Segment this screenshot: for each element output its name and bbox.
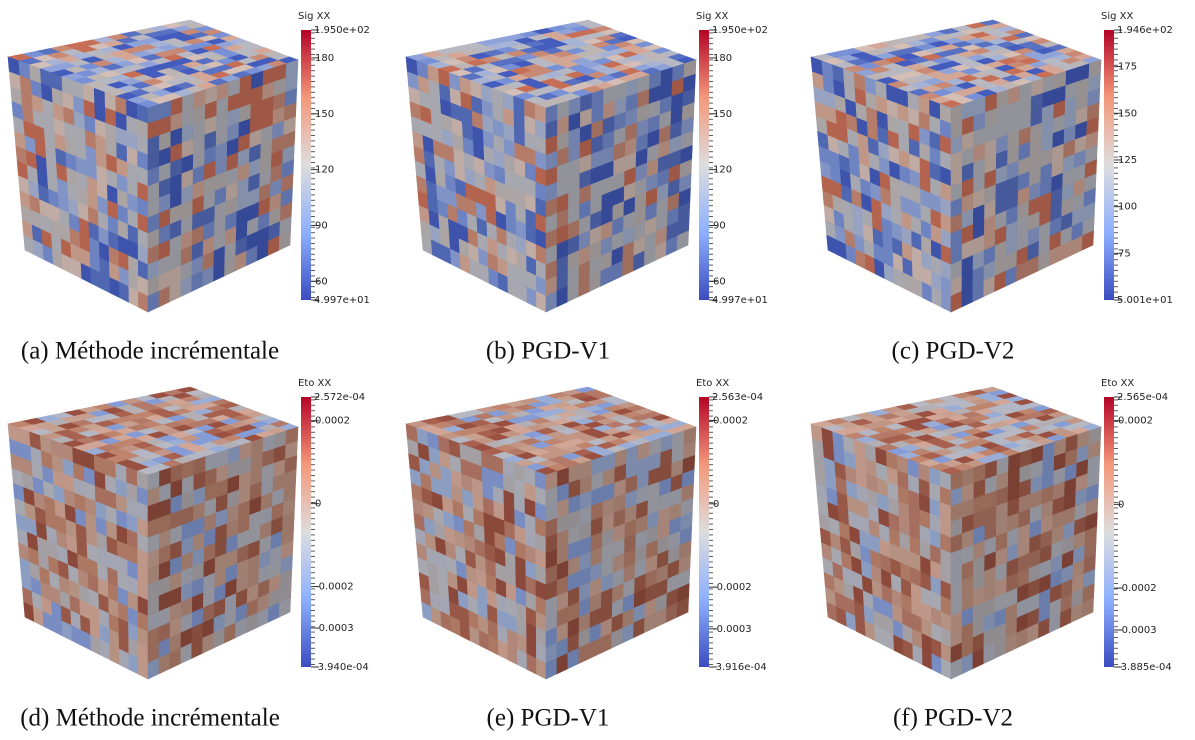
colorbar-tick-label: 90 — [315, 220, 328, 231]
colorbar-max-label: 2.563e-04 — [712, 392, 763, 403]
colorbar-tick-label: -0.0002 — [315, 582, 354, 593]
colorbar-minor-ticks — [1114, 30, 1119, 300]
colorbar-max-label: 1.950e+02 — [314, 25, 370, 36]
caption: (b) PGD-V1 — [486, 338, 610, 365]
cube-cell — [1081, 597, 1094, 618]
colorbar-minor-ticks — [1114, 397, 1119, 667]
colorbar-minor-ticks — [709, 30, 714, 300]
colorbar-tick-label: 60 — [315, 276, 328, 287]
colorbar-tick-label: -0.0002 — [713, 582, 752, 593]
colorbar-title: Sig XX — [298, 11, 331, 22]
colorbar-tick-label: 90 — [713, 220, 726, 231]
cube-cell — [1081, 230, 1094, 251]
cube — [404, 386, 697, 680]
colorbar-title: Eto XX — [696, 378, 729, 389]
cube — [404, 19, 697, 313]
cube — [809, 19, 1102, 313]
colorbar-minor-ticks — [311, 30, 316, 300]
colorbar-tick-label: -0.0003 — [315, 623, 354, 634]
colorbar-title: Sig XX — [696, 11, 729, 22]
colorbar: Eto XX 2.565e-04 -3.885e-04 0.0002 0 -0.0002 -… — [1101, 378, 1172, 673]
caption: (d) Méthode incrémentale — [20, 705, 280, 732]
colorbar-gradient — [301, 30, 311, 300]
colorbar-tick-label: 175 — [1118, 62, 1137, 73]
panel: Eto XX 2.572e-04 -3.940e-04 0.0002 0 -0.0002 -… — [6, 378, 369, 732]
colorbar-minor-ticks — [709, 397, 714, 667]
colorbar-title: Sig XX — [1101, 11, 1134, 22]
colorbar-tick-label: 150 — [1118, 108, 1137, 119]
colorbar-tick-label: -0.0003 — [1118, 625, 1157, 636]
colorbar-tick-label: 0.0002 — [713, 415, 748, 426]
colorbar: Eto XX 2.572e-04 -3.940e-04 0.0002 0 -0.0002 -… — [298, 378, 369, 673]
cube-cell — [676, 230, 689, 251]
cube — [6, 19, 299, 313]
panel: Sig XX 1.946e+02 5.001e+01 175 150 125 100 75 (c… — [809, 11, 1173, 365]
colorbar-min-label: -3.940e-04 — [314, 662, 369, 673]
colorbar-gradient — [1104, 397, 1114, 667]
colorbar-minor-ticks — [311, 397, 316, 667]
caption: (a) Méthode incrémentale — [21, 338, 279, 365]
colorbar-title: Eto XX — [298, 378, 331, 389]
cube — [809, 386, 1102, 680]
panel: Sig XX 1.950e+02 4.997e+01 180 150 120 90 60 (b)… — [404, 11, 768, 365]
colorbar-tick-label: 150 — [713, 109, 732, 120]
colorbar-tick-label: 125 — [1118, 155, 1137, 166]
cube — [6, 386, 299, 680]
colorbar-max-label: 1.950e+02 — [712, 25, 768, 36]
colorbar-tick-label: -0.0003 — [713, 624, 752, 635]
colorbar-tick-label: 180 — [315, 53, 334, 64]
panel: Eto XX 2.563e-04 -3.916e-04 0.0002 0 -0.0002 -… — [404, 378, 767, 732]
colorbar: Sig XX 1.950e+02 4.997e+01 180 150 120 90 60 — [696, 11, 768, 306]
colorbar-tick-label: 150 — [315, 109, 334, 120]
colorbar-min-label: -3.916e-04 — [712, 662, 767, 673]
colorbar-title: Eto XX — [1101, 378, 1134, 389]
colorbar-tick-label: 75 — [1118, 248, 1131, 259]
colorbar-tick-label: 60 — [713, 276, 726, 287]
colorbar-min-label: 5.001e+01 — [1117, 295, 1173, 306]
colorbar-gradient — [301, 397, 311, 667]
colorbar-tick-label: 180 — [713, 53, 732, 64]
colorbar-tick-label: -0.0002 — [1118, 583, 1157, 594]
colorbar-tick-label: 120 — [713, 165, 732, 176]
caption: (e) PGD-V1 — [487, 705, 610, 732]
colorbar-tick-label: 0.0002 — [315, 416, 350, 427]
caption: (c) PGD-V2 — [892, 338, 1015, 365]
colorbar-min-label: 4.997e+01 — [314, 295, 370, 306]
colorbar: Sig XX 1.950e+02 4.997e+01 180 150 120 90 60 — [298, 11, 370, 306]
colorbar-tick-label: 0 — [315, 499, 321, 510]
colorbar-tick-label: 0.0002 — [1118, 416, 1153, 427]
colorbar-max-label: 2.565e-04 — [1117, 392, 1168, 403]
colorbar-tick-label: 120 — [315, 165, 334, 176]
caption: (f) PGD-V2 — [893, 705, 1013, 732]
colorbar-min-label: -3.885e-04 — [1117, 662, 1172, 673]
colorbar-tick-label: 0 — [1118, 499, 1124, 510]
colorbar-gradient — [699, 30, 709, 300]
colorbar-tick-label: 100 — [1118, 202, 1137, 213]
cube-cell — [278, 230, 291, 251]
panel: Sig XX 1.950e+02 4.997e+01 180 150 120 90 60 (a)… — [6, 11, 370, 365]
colorbar-gradient — [699, 397, 709, 667]
cube-cell — [278, 597, 291, 618]
colorbar: Eto XX 2.563e-04 -3.916e-04 0.0002 0 -0.0002 -… — [696, 378, 767, 673]
colorbar-gradient — [1104, 30, 1114, 300]
colorbar-tick-label: 0 — [713, 499, 719, 510]
colorbar: Sig XX 1.946e+02 5.001e+01 175 150 125 100 75 — [1101, 11, 1173, 306]
colorbar-max-label: 1.946e+02 — [1117, 25, 1173, 36]
panel: Eto XX 2.565e-04 -3.885e-04 0.0002 0 -0.0002 -… — [809, 378, 1172, 732]
colorbar-max-label: 2.572e-04 — [314, 392, 365, 403]
cube-cell — [676, 597, 689, 618]
colorbar-min-label: 4.997e+01 — [712, 295, 768, 306]
